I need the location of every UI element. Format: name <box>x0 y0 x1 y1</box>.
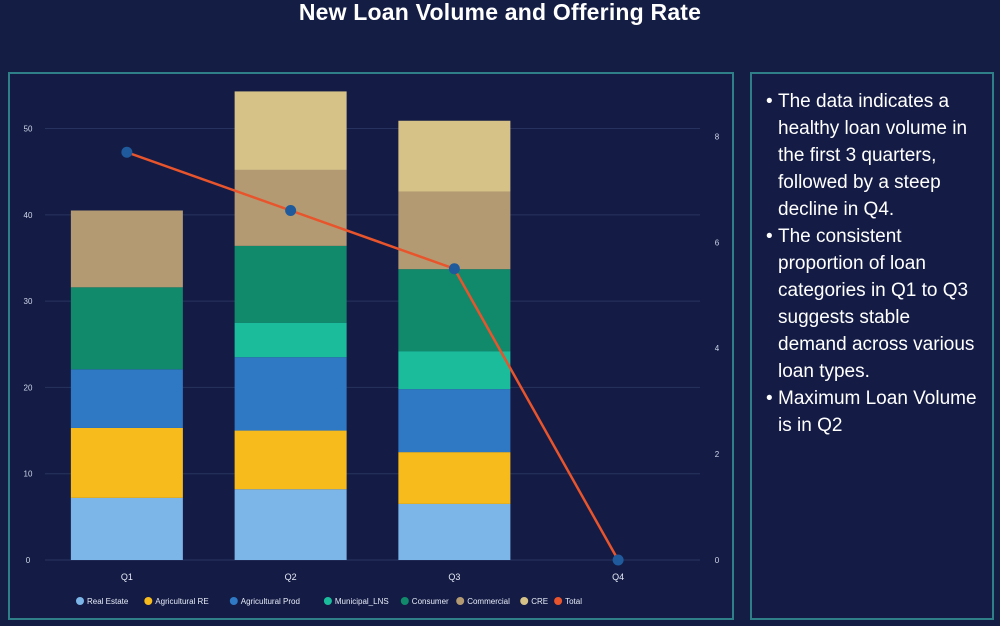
bar-segment <box>234 357 347 431</box>
note-item-1: • The data indicates a healthy loan volum… <box>766 88 982 223</box>
legend-marker-icon <box>456 597 465 605</box>
legend-item: Agricultural RE <box>144 597 209 606</box>
bar-segment <box>70 427 183 498</box>
bar-segment <box>234 430 347 490</box>
y-right-tick-label: 4 <box>715 344 720 353</box>
notes-panel: • The data indicates a healthy loan volum… <box>750 72 994 620</box>
bar-segment <box>398 389 511 453</box>
bar-segment <box>398 120 511 192</box>
legend-marker-icon <box>144 597 153 605</box>
total-line-point <box>285 205 297 216</box>
bar-segment <box>234 322 347 358</box>
y-left-tick-label: 40 <box>24 211 33 220</box>
y-right-tick-label: 8 <box>715 132 720 141</box>
bullet-icon: • <box>766 226 773 247</box>
legend-marker-icon <box>229 597 238 605</box>
legend-marker-icon <box>554 597 563 605</box>
legend-label: Municipal_LNS <box>335 597 389 606</box>
bar-segment <box>398 351 511 390</box>
legend-item: Agricultural Prod <box>229 597 300 606</box>
legend-label: Commercial <box>467 597 510 606</box>
x-tick-label: Q4 <box>612 572 624 582</box>
legend-item: Total <box>554 597 582 606</box>
note-item-2: • The consistent proportion of loan categ… <box>766 223 982 385</box>
bar-segment <box>234 91 347 170</box>
legend-item: Municipal_LNS <box>323 597 389 606</box>
y-left-tick-label: 0 <box>26 556 31 565</box>
total-line-point <box>121 146 133 158</box>
y-right-tick-label: 0 <box>715 556 720 565</box>
bar-segment <box>70 497 183 560</box>
bar-segment <box>234 489 347 560</box>
y-left-tick-label: 10 <box>24 470 33 479</box>
legend-label: Agricultural RE <box>155 597 208 606</box>
total-line <box>121 146 624 566</box>
y-right-tick-label: 2 <box>715 450 720 459</box>
bar-segment <box>70 210 183 288</box>
note-text: The consistent proportion of loan catego… <box>778 226 975 382</box>
legend-label: Real Estate <box>87 597 129 606</box>
note-item-3: • Maximum Loan Volume is in Q2 <box>766 385 982 439</box>
legend-marker-icon <box>323 597 332 605</box>
chart-title: New Loan Volume and Offering Rate <box>298 0 702 25</box>
legend-item: CRE <box>520 597 548 606</box>
legend-marker-icon <box>520 597 529 605</box>
bar-stacks <box>70 91 511 560</box>
bar-segment <box>70 287 183 370</box>
legend-marker-icon <box>76 597 84 605</box>
legend-item: Consumer <box>400 597 449 606</box>
bar-segment <box>234 245 347 323</box>
bar-segment <box>70 369 183 428</box>
y-left-tick-label: 50 <box>24 125 33 134</box>
note-text: The data indicates a healthy loan volume… <box>778 91 968 220</box>
chart-panel: 0 10 20 30 40 50 0 2 4 6 8 Q1 Q2 Q3 Q4 Real Estate Agri… <box>8 72 734 620</box>
bullet-icon: • <box>766 388 773 409</box>
bullet-icon: • <box>766 91 773 112</box>
legend-item: Real Estate <box>76 597 129 606</box>
legend-label: Total <box>565 597 582 606</box>
legend: Real Estate Agricultural RE Agricultural P… <box>76 597 582 606</box>
x-tick-label: Q2 <box>285 572 297 582</box>
y-right-tick-label: 6 <box>715 238 720 247</box>
note-text: Maximum Loan Volume is in Q2 <box>778 388 977 436</box>
total-line-point <box>612 554 624 566</box>
legend-marker-icon <box>400 597 409 605</box>
x-tick-label: Q1 <box>121 572 133 582</box>
total-line-path <box>126 151 620 561</box>
axis-labels: 0 10 20 30 40 50 0 2 4 6 8 Q1 Q2 Q3 Q4 <box>24 125 720 582</box>
legend-label: CRE <box>531 597 548 606</box>
y-left-tick-label: 30 <box>24 297 33 306</box>
legend-label: Agricultural Prod <box>241 597 300 606</box>
legend-item: Commercial <box>456 597 510 606</box>
stacked-bar-line-chart: 0 10 20 30 40 50 0 2 4 6 8 Q1 Q2 Q3 Q4 Real Estate Agri… <box>24 91 720 606</box>
y-left-tick-label: 20 <box>24 383 33 392</box>
total-line-point <box>448 263 460 275</box>
legend-label: Consumer <box>412 597 449 606</box>
bar-segment <box>398 191 511 270</box>
bar-segment <box>398 503 511 560</box>
bar-segment <box>398 452 511 504</box>
x-tick-label: Q3 <box>448 572 460 582</box>
